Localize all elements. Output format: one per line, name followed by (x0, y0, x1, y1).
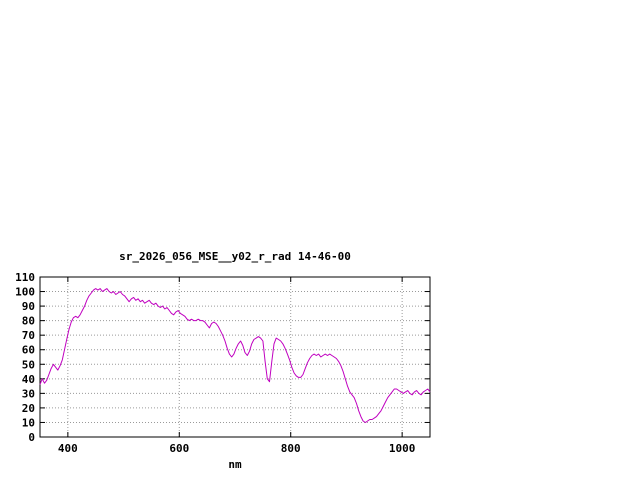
x-tick-label: 800 (281, 442, 301, 455)
x-tick-label: 600 (169, 442, 189, 455)
chart-title: sr_2026_056_MSE__y02_r_rad 14-46-00 (119, 250, 351, 263)
x-tick-label: 400 (58, 442, 78, 455)
plot-border (39, 276, 431, 438)
y-tick-label: 60 (22, 344, 35, 357)
y-tick-label: 70 (22, 329, 35, 342)
y-tick-label: 40 (22, 373, 35, 386)
x-axis-label: nm (228, 458, 242, 471)
y-tick-label: 110 (15, 271, 35, 284)
y-tick-label: 10 (22, 416, 35, 429)
y-tick-label: 100 (15, 286, 35, 299)
y-tick-label: 50 (22, 358, 35, 371)
y-tick-label: 0 (28, 431, 35, 444)
y-tick-label: 30 (22, 387, 35, 400)
y-tick-label: 20 (22, 402, 35, 415)
spectrum-line (39, 288, 431, 423)
y-tick-label: 80 (22, 315, 35, 328)
x-tick-label: 1000 (389, 442, 416, 455)
y-tick-label: 90 (22, 300, 35, 313)
